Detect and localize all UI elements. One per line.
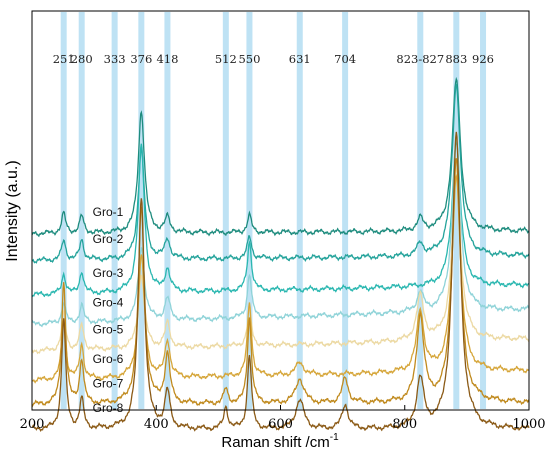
series-label: Gro-3 (93, 266, 124, 280)
series-label: Gro-5 (93, 322, 124, 336)
series-labels: Gro-1 Gro-2 Gro-3 Gro-4 Gro-5 Gro-6 Gro-7 Gro-8 (93, 205, 124, 415)
x-tick-label: 600 (268, 417, 293, 432)
highlight-band (164, 12, 171, 409)
series-line (31, 76, 530, 238)
series-label: Gro-4 (93, 296, 124, 310)
series-label: Gro-2 (93, 232, 124, 246)
peak-label: 926 (472, 52, 494, 66)
series-lines (31, 76, 530, 433)
series-label: Gro-1 (93, 205, 124, 219)
series-line (31, 131, 530, 433)
highlight-band (480, 12, 487, 409)
x-tick-label: 400 (144, 417, 169, 432)
highlight-band (453, 12, 460, 409)
series-line (31, 167, 530, 355)
peak-label: 333 (104, 52, 126, 66)
peak-label: 550 (238, 52, 260, 66)
series-line (31, 158, 530, 408)
series-label: Gro-6 (93, 352, 124, 366)
highlight-band (60, 12, 67, 409)
highlight-band (78, 12, 85, 409)
highlight-band (342, 12, 349, 409)
x-axis-title: Raman shift /cm-1 (221, 432, 339, 451)
highlight-bands (60, 12, 487, 409)
peak-label: 631 (289, 52, 311, 66)
peak-label: 704 (334, 52, 356, 66)
series-label: Gro-7 (93, 376, 124, 390)
series-line (31, 137, 530, 328)
x-tick-label: 800 (392, 417, 417, 432)
highlight-band (296, 12, 303, 409)
highlight-band (222, 12, 229, 409)
x-axis-ticks: 200 400 600 800 1000 (20, 405, 546, 432)
peak-label: 251 (53, 52, 75, 66)
series-line (31, 173, 530, 384)
highlight-band (246, 12, 253, 409)
x-tick-label: 200 (20, 417, 45, 432)
series-line (31, 83, 530, 264)
peak-label: 418 (156, 52, 178, 66)
highlight-band (111, 12, 118, 409)
peak-label: 883 (445, 52, 467, 66)
x-axis-title-superscript: -1 (330, 432, 339, 443)
peak-label: 512 (215, 52, 237, 66)
series-label: Gro-8 (93, 401, 124, 415)
highlight-band (417, 12, 424, 409)
peak-label: 823-827 (396, 52, 444, 66)
peak-label: 280 (71, 52, 93, 66)
peak-label: 376 (130, 52, 152, 66)
y-axis-title: Intensity (a.u.) (4, 160, 21, 261)
x-tick-label: 1000 (512, 417, 545, 432)
series-line (31, 140, 530, 298)
